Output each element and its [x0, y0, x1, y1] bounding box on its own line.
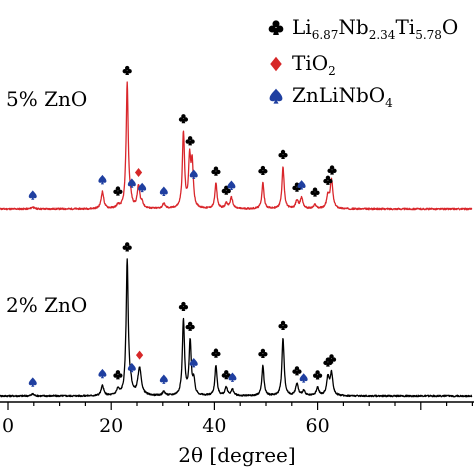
- diamond-marker: [135, 350, 144, 360]
- legend-label: TiO2: [292, 51, 336, 78]
- club-marker: [221, 185, 231, 195]
- club-marker: [326, 354, 337, 364]
- club-marker: [185, 321, 195, 331]
- x-tick-label: 40: [202, 415, 226, 437]
- spade-marker: [127, 362, 136, 373]
- spade-marker: [189, 357, 198, 368]
- spade-marker: [28, 190, 37, 200]
- spade-marker: [159, 186, 168, 196]
- club-marker: [185, 136, 195, 146]
- spade-marker: [299, 373, 308, 383]
- club-marker: [211, 348, 221, 358]
- x-tick-label: 20: [99, 415, 123, 437]
- spade-marker: [138, 182, 147, 193]
- club-marker: [278, 320, 288, 330]
- club-marker: [323, 175, 333, 185]
- series-labels: 5% ZnO 2% ZnO: [6, 87, 87, 317]
- spade-marker: [98, 174, 107, 185]
- club-marker: [122, 65, 132, 76]
- markers-layer: [28, 65, 337, 387]
- spade-marker: [159, 374, 168, 384]
- x-axis-title: 2θ [degree]: [178, 443, 295, 467]
- spade-marker: [228, 372, 237, 382]
- x-tick-label: 60: [306, 415, 330, 437]
- x-tick-label: 0: [2, 415, 14, 437]
- series-line: [0, 258, 473, 398]
- legend-label: ZnLiNbO4: [292, 83, 393, 110]
- diamond-marker: [270, 56, 282, 72]
- club-marker: [258, 348, 268, 358]
- spade-marker: [297, 180, 306, 190]
- spade-marker: [227, 180, 236, 190]
- series-line: [0, 81, 473, 211]
- club-marker: [258, 165, 268, 176]
- spade-marker: [98, 368, 107, 379]
- spade-marker: [127, 178, 136, 188]
- club-marker: [268, 20, 284, 36]
- spade-marker: [189, 169, 198, 179]
- legend: Li6.87Nb2.34Ti5.78O TiO2 ZnLiNbO4: [268, 15, 458, 110]
- legend-label: Li6.87Nb2.34Ti5.78O: [292, 15, 458, 42]
- club-marker: [178, 114, 189, 124]
- series-label: 5% ZnO: [6, 87, 87, 111]
- club-marker: [278, 149, 288, 160]
- diamond-marker: [134, 167, 143, 177]
- club-marker: [113, 370, 123, 380]
- club-marker: [122, 242, 132, 252]
- series-layer: [0, 81, 473, 398]
- club-marker: [327, 165, 337, 175]
- spade-marker: [269, 88, 283, 104]
- club-marker: [178, 301, 189, 312]
- spade-marker: [28, 377, 37, 387]
- club-marker: [113, 186, 123, 196]
- series-label: 2% ZnO: [6, 293, 87, 317]
- club-marker: [310, 187, 320, 197]
- x-axis-ticks: 0 20 40 60: [2, 402, 473, 437]
- club-marker: [292, 366, 302, 376]
- club-marker: [313, 370, 323, 380]
- club-marker: [211, 166, 221, 176]
